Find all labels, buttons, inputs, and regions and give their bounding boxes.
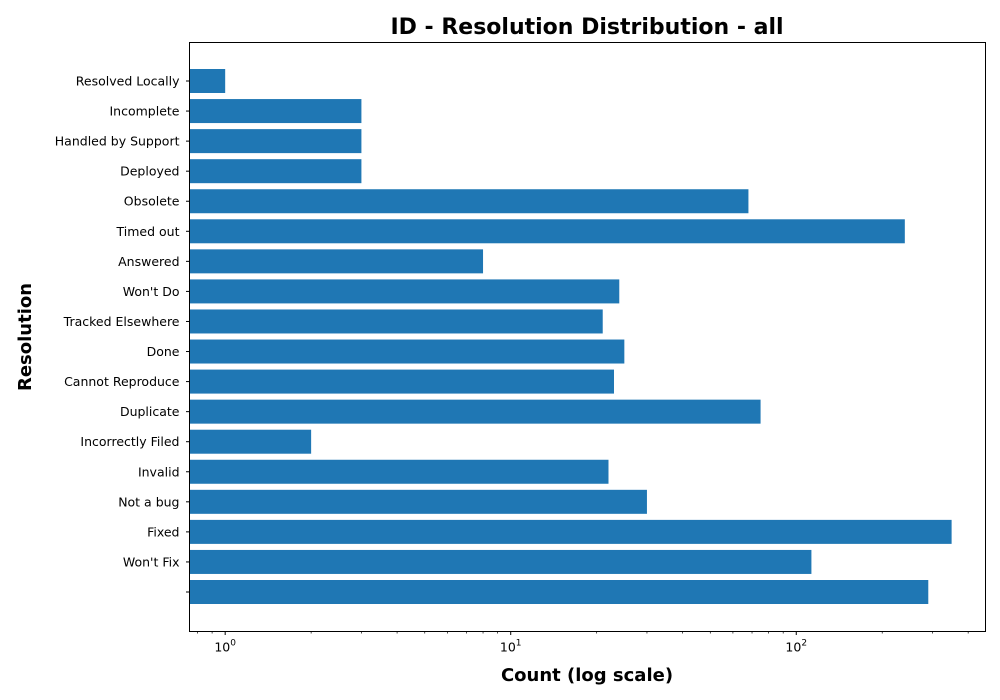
bar — [189, 339, 625, 364]
bar — [189, 549, 812, 574]
y-tick-label: Fixed — [147, 524, 179, 539]
y-tick-label: Tracked Elsewhere — [63, 314, 180, 329]
x-tick-base: 10 — [214, 640, 230, 655]
y-axis-label: Resolution — [15, 283, 36, 391]
bar — [189, 129, 362, 154]
bar — [189, 369, 614, 394]
bar — [189, 189, 749, 214]
bar — [189, 279, 620, 304]
y-tick-label: Answered — [118, 254, 179, 269]
x-tick-exponent: 1 — [516, 639, 522, 649]
bar — [189, 580, 929, 604]
x-tick-exponent: 0 — [230, 639, 236, 649]
y-tick-label: Obsolete — [124, 194, 180, 209]
bar — [189, 459, 609, 484]
x-tick-label: 101 — [500, 639, 522, 655]
y-tick-label: Won't Do — [123, 284, 180, 299]
y-tick-label: Incorrectly Filed — [80, 434, 179, 449]
bar — [189, 249, 484, 274]
y-tick-label: Deployed — [120, 164, 179, 179]
y-tick-label: Timed out — [116, 224, 180, 239]
y-tick-label: Cannot Reproduce — [64, 374, 180, 389]
x-tick-label: 100 — [214, 639, 236, 655]
y-tick-label: Handled by Support — [55, 134, 180, 149]
bar — [189, 159, 362, 184]
x-tick-base: 10 — [500, 640, 516, 655]
plot-frame — [189, 42, 986, 632]
y-tick-label: Not a bug — [118, 494, 179, 509]
bar — [189, 519, 952, 544]
bar — [189, 429, 312, 454]
bar — [189, 69, 226, 93]
x-tick-base: 10 — [785, 640, 801, 655]
y-tick-label: Done — [147, 344, 180, 359]
y-tick-label: Won't Fix — [123, 554, 180, 569]
x-tick-exponent: 2 — [801, 639, 807, 649]
y-tick-label: Incomplete — [110, 104, 180, 119]
y-tick-label: Resolved Locally — [76, 74, 180, 89]
bar — [189, 309, 603, 334]
y-axis: Won't Fix Fixed Not a bug Invalid Incorrectl… — [55, 74, 190, 593]
y-tick-label: Invalid — [138, 464, 180, 479]
x-axis: 100 101 102 — [197, 631, 969, 655]
chart-title: ID - Resolution Distribution - all — [390, 15, 783, 40]
bar — [189, 219, 905, 244]
bars-layer — [189, 69, 952, 604]
x-tick-label: 102 — [785, 639, 807, 655]
y-tick-label: Duplicate — [120, 404, 180, 419]
bar — [189, 489, 647, 514]
bar — [189, 99, 362, 124]
bar — [189, 399, 761, 424]
x-axis-label: Count (log scale) — [501, 665, 673, 686]
